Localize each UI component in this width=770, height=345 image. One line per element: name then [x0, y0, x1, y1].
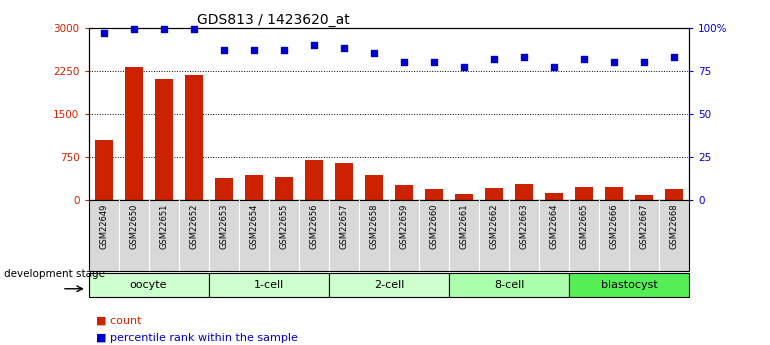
Text: oocyte: oocyte — [130, 280, 167, 289]
Text: GSM22659: GSM22659 — [400, 204, 408, 249]
Text: GSM22658: GSM22658 — [370, 204, 378, 249]
Bar — [635, 195, 653, 200]
Point — [488, 56, 500, 61]
Bar — [575, 187, 593, 200]
Text: GSM22665: GSM22665 — [580, 204, 588, 249]
Text: GSM22661: GSM22661 — [460, 204, 468, 249]
Text: ■ percentile rank within the sample: ■ percentile rank within the sample — [96, 333, 298, 343]
Text: GSM22651: GSM22651 — [159, 204, 168, 249]
Text: GSM22650: GSM22650 — [129, 204, 138, 249]
Point — [368, 51, 380, 56]
Point — [277, 47, 290, 53]
Point — [517, 54, 530, 60]
Text: 8-cell: 8-cell — [494, 280, 524, 289]
Bar — [215, 178, 233, 200]
Bar — [305, 160, 323, 200]
Bar — [89, 200, 689, 271]
Bar — [425, 189, 443, 200]
Bar — [155, 79, 172, 200]
Bar — [365, 175, 383, 200]
FancyBboxPatch shape — [329, 273, 449, 297]
Text: GSM22654: GSM22654 — [249, 204, 258, 249]
Point — [307, 42, 320, 48]
Bar — [605, 187, 623, 200]
Point — [457, 65, 470, 70]
FancyBboxPatch shape — [89, 273, 209, 297]
FancyBboxPatch shape — [569, 273, 689, 297]
Bar — [185, 75, 203, 200]
Text: GSM22660: GSM22660 — [430, 204, 438, 249]
Point — [638, 59, 650, 65]
Point — [578, 56, 591, 61]
Bar — [275, 177, 293, 200]
Text: GSM22652: GSM22652 — [189, 204, 198, 249]
Bar — [545, 193, 563, 200]
Point — [157, 27, 169, 32]
Point — [397, 59, 410, 65]
Bar — [245, 175, 263, 200]
Bar — [335, 163, 353, 200]
Text: GSM22668: GSM22668 — [670, 204, 678, 249]
Text: blastocyst: blastocyst — [601, 280, 658, 289]
Bar — [485, 188, 503, 200]
Text: GSM22666: GSM22666 — [610, 204, 618, 249]
Text: ■ count: ■ count — [96, 316, 142, 326]
Point — [97, 30, 110, 36]
Point — [217, 47, 229, 53]
Bar — [455, 194, 473, 200]
Point — [548, 65, 561, 70]
Point — [337, 46, 350, 51]
Text: GSM22655: GSM22655 — [280, 204, 288, 249]
Bar — [665, 189, 683, 200]
Text: GDS813 / 1423620_at: GDS813 / 1423620_at — [196, 12, 350, 27]
Text: GSM22653: GSM22653 — [219, 204, 228, 249]
Bar — [515, 184, 533, 200]
Bar — [125, 67, 142, 200]
Point — [248, 47, 260, 53]
Text: GSM22667: GSM22667 — [640, 204, 648, 249]
Text: GSM22656: GSM22656 — [310, 204, 318, 249]
Text: development stage: development stage — [4, 269, 105, 279]
Bar — [395, 185, 413, 200]
Point — [188, 27, 200, 32]
Text: 2-cell: 2-cell — [373, 280, 404, 289]
Bar — [95, 140, 112, 200]
Text: GSM22657: GSM22657 — [340, 204, 348, 249]
Point — [668, 54, 681, 60]
Text: GSM22662: GSM22662 — [490, 204, 498, 249]
FancyBboxPatch shape — [449, 273, 569, 297]
Text: 1-cell: 1-cell — [253, 280, 284, 289]
Text: GSM22663: GSM22663 — [520, 204, 528, 249]
Point — [428, 59, 440, 65]
FancyBboxPatch shape — [209, 273, 329, 297]
Text: GSM22664: GSM22664 — [550, 204, 558, 249]
Point — [608, 59, 621, 65]
Text: GSM22649: GSM22649 — [99, 204, 108, 249]
Point — [127, 27, 140, 32]
